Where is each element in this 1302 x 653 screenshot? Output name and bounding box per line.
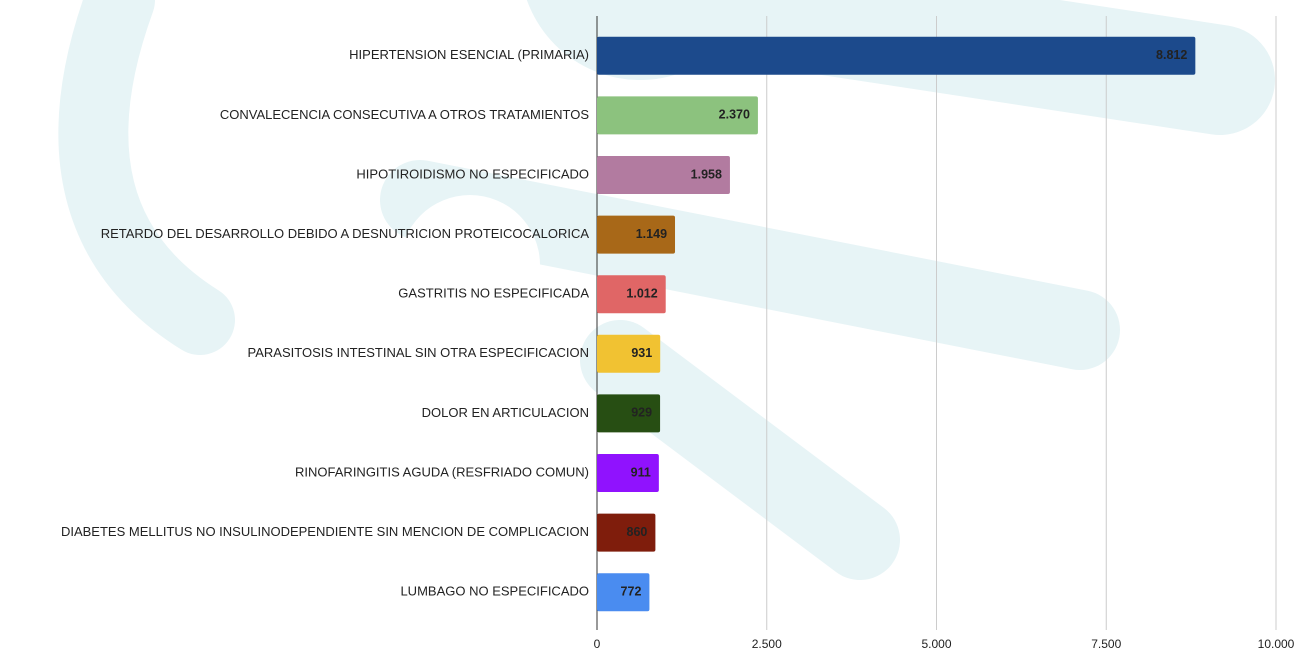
x-tick-label: 7.500: [1091, 637, 1121, 651]
value-label: 2.370: [719, 108, 750, 122]
bar: [597, 454, 659, 492]
y-tick-label: GASTRITIS NO ESPECIFICADA: [398, 286, 589, 301]
bar: [597, 394, 661, 433]
y-tick-label: RINOFARINGITIS AGUDA (RESFRIADO COMUN): [295, 464, 589, 479]
value-label: 929: [631, 406, 652, 420]
bar: [597, 215, 676, 254]
x-tick-label: 2.500: [752, 637, 782, 651]
bar: [597, 513, 656, 552]
bar: [597, 573, 650, 612]
y-tick-label: HIPERTENSION ESENCIAL (PRIMARIA): [349, 47, 589, 62]
value-label: 1.149: [636, 227, 667, 241]
y-tick-label: DIABETES MELLITUS NO INSULINODEPENDIENTE…: [61, 524, 589, 539]
y-tick-label: RETARDO DEL DESARROLLO DEBIDO A DESNUTRI…: [101, 226, 590, 241]
bar: [597, 334, 661, 373]
y-tick-label: DOLOR EN ARTICULACION: [422, 405, 589, 420]
y-tick-label: PARASITOSIS INTESTINAL SIN OTRA ESPECIFI…: [248, 345, 589, 360]
value-label: 8.812: [1156, 48, 1187, 62]
x-tick-label: 5.000: [921, 637, 951, 651]
x-tick-label: 10.000: [1258, 637, 1295, 651]
value-label: 1.012: [626, 286, 657, 300]
x-tick-label: 0: [594, 637, 601, 651]
y-tick-label: LUMBAGO NO ESPECIFICADO: [400, 584, 589, 599]
bar: [597, 275, 666, 314]
bar: [597, 96, 758, 135]
value-label: 1.958: [691, 167, 722, 181]
bar: [597, 156, 730, 194]
bar: [597, 36, 1196, 75]
value-label: 911: [631, 465, 651, 479]
y-tick-label: CONVALECENCIA CONSECUTIVA A OTROS TRATAM…: [220, 107, 589, 122]
value-label: 772: [621, 584, 642, 598]
value-label: 931: [631, 346, 652, 360]
value-label: 860: [627, 525, 648, 539]
y-tick-label: HIPOTIROIDISMO NO ESPECIFICADO: [356, 166, 589, 181]
